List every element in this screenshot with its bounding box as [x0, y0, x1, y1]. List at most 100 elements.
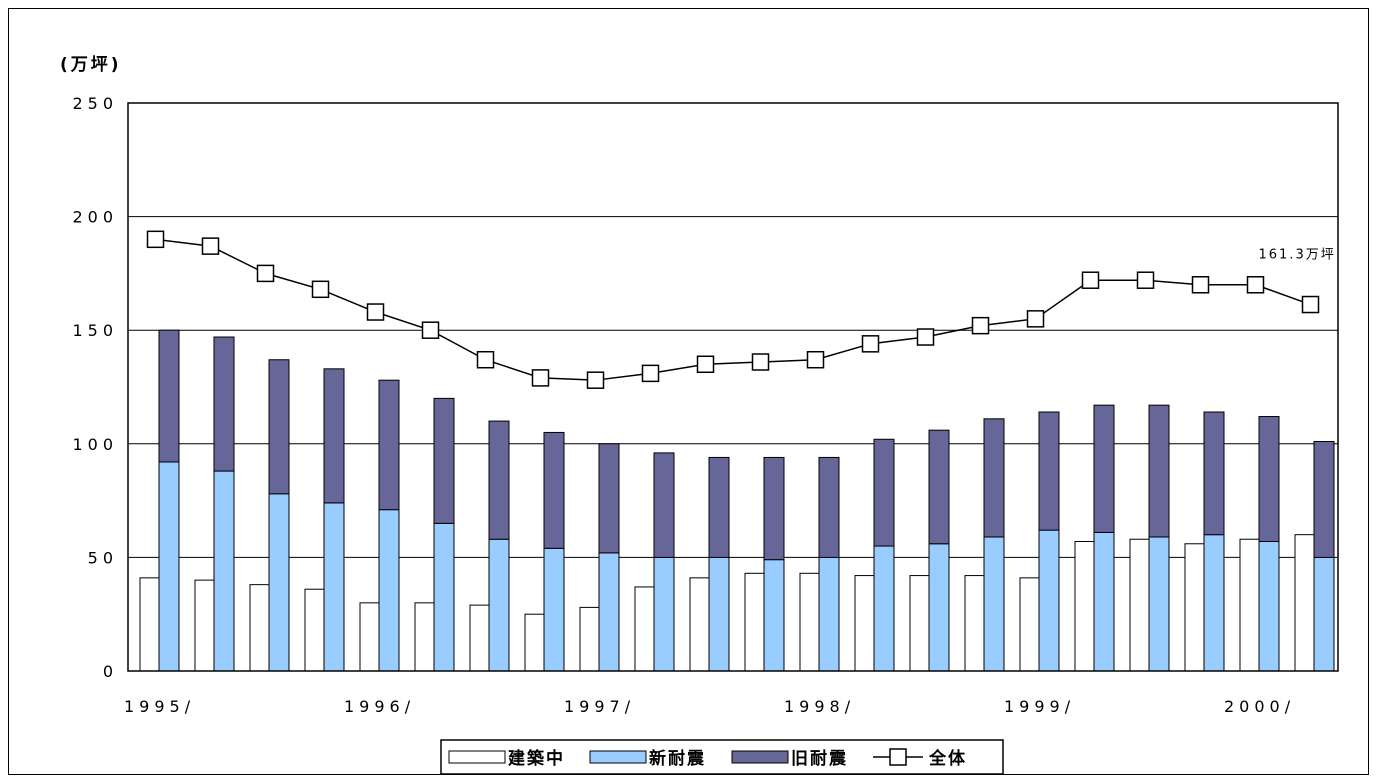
total-point [861, 335, 880, 353]
legend-swatch [731, 750, 789, 764]
bar-old-standard [1148, 404, 1170, 538]
bar-old-standard [433, 397, 455, 524]
bar-under-construction [1294, 534, 1316, 672]
legend-marker [889, 748, 907, 766]
bar-new-standard [873, 545, 895, 672]
bar-old-standard [1093, 404, 1115, 533]
bar-old-standard [1258, 416, 1280, 542]
total-line-path [155, 238, 1311, 381]
bar-under-construction [579, 606, 601, 672]
bar-old-standard [983, 418, 1005, 538]
bar-under-construction [964, 575, 986, 672]
bar-new-standard [488, 538, 510, 672]
bar-new-standard [213, 470, 235, 672]
legend: 建築中 新耐震 旧耐震 全体 [440, 739, 1004, 775]
bar-new-standard [598, 552, 620, 672]
bar-new-standard [1313, 556, 1335, 672]
bar-under-construction [1074, 540, 1096, 672]
total-point [201, 237, 220, 255]
last-value-annotation: 161.3万坪 [1259, 248, 1336, 263]
bar-under-construction [359, 602, 381, 672]
y-tick-label: 50 [88, 548, 118, 567]
x-tick-label: 1995/ [124, 697, 195, 716]
bar-under-construction [689, 577, 711, 672]
bar-under-construction [634, 586, 656, 672]
total-point [421, 321, 440, 339]
bar-under-construction [744, 572, 766, 672]
bars [139, 329, 1335, 672]
y-tick-label: 100 [72, 435, 118, 454]
bar-under-construction [1239, 538, 1261, 672]
x-tick-label: 1996/ [344, 697, 415, 716]
bar-new-standard [1038, 529, 1060, 672]
total-point [311, 280, 330, 299]
total-point [1246, 276, 1265, 294]
total-point [916, 328, 935, 346]
plot-border [127, 102, 1339, 672]
bar-under-construction [469, 604, 491, 672]
bar-new-standard [323, 502, 345, 672]
total-point [1026, 310, 1045, 328]
bar-old-standard [158, 329, 180, 463]
bar-under-construction [1184, 543, 1206, 672]
total-point [531, 369, 550, 387]
total-line [146, 230, 1320, 389]
total-point [751, 353, 770, 371]
x-tick-label: 1997/ [564, 697, 635, 716]
bar-new-standard [653, 556, 675, 672]
bar-under-construction [524, 613, 546, 672]
y-tick-label: 150 [72, 321, 118, 340]
bar-new-standard [158, 461, 180, 672]
bar-under-construction [139, 577, 161, 672]
bar-old-standard [323, 368, 345, 504]
legend-swatch [448, 750, 506, 764]
total-point [146, 230, 165, 249]
bar-new-standard [268, 493, 290, 672]
bar-old-standard [268, 359, 290, 495]
x-tick-label: 1998/ [784, 697, 855, 716]
legend-label: 新耐震 [649, 748, 706, 769]
bar-new-standard [378, 509, 400, 672]
bar-new-standard [983, 536, 1005, 672]
total-point [1136, 271, 1155, 289]
bar-old-standard [653, 452, 675, 558]
bar-old-standard [213, 336, 235, 472]
bar-old-standard [598, 443, 620, 554]
bar-old-standard [763, 456, 785, 561]
bar-new-standard [1258, 540, 1280, 672]
bar-under-construction [1019, 577, 1041, 672]
bar-old-standard [818, 456, 840, 558]
bar-old-standard [928, 429, 950, 545]
total-point [641, 364, 660, 383]
total-point [366, 303, 385, 321]
bar-old-standard [1203, 411, 1225, 536]
total-point [971, 316, 990, 335]
bar-new-standard [763, 559, 785, 672]
y-tick-label: 250 [72, 94, 118, 113]
total-point [1191, 276, 1210, 294]
bar-new-standard [928, 543, 950, 672]
legend-label: 旧耐震 [791, 748, 848, 769]
total-point [696, 355, 715, 374]
bar-under-construction [1129, 538, 1151, 672]
total-point [1301, 295, 1320, 314]
x-tick-label: 1999/ [1004, 697, 1075, 716]
bar-old-standard [873, 438, 895, 547]
bar-old-standard [378, 379, 400, 511]
bar-new-standard [1203, 534, 1225, 672]
bar-old-standard [1038, 411, 1060, 531]
x-tick-label: 2000/ [1224, 697, 1295, 716]
bar-new-standard [708, 556, 730, 672]
bar-under-construction [799, 572, 821, 672]
total-point [806, 350, 825, 369]
bar-old-standard [488, 420, 510, 540]
bar-new-standard [1093, 531, 1115, 672]
legend-label: 建築中 [508, 748, 565, 769]
bar-new-standard [818, 556, 840, 672]
bar-under-construction [909, 575, 931, 672]
y-tick-label: 200 [72, 208, 118, 227]
total-point [256, 264, 275, 283]
bar-under-construction [194, 579, 216, 672]
total-point [1081, 271, 1100, 289]
